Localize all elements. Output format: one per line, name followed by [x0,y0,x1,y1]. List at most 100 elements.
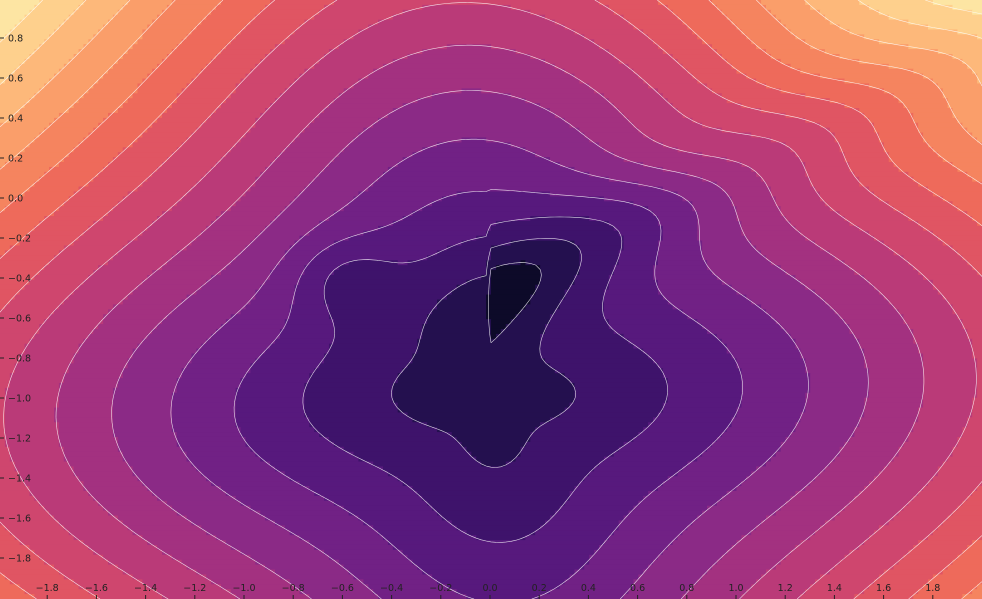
contour-band-cell [373,461,482,468]
contour-band-cell [333,441,463,448]
contour-band-cell [937,466,982,472]
contour-band-cell [255,358,325,364]
contour-band-cell [795,544,860,551]
contour-band-cell [78,4,124,11]
contour-band-cell [0,191,26,197]
contour-band-cell [289,142,350,148]
contour-band-cell [78,98,129,104]
contour-band-cell [127,294,188,301]
contour-band-cell [731,19,782,26]
contour-band-cell [741,594,801,599]
contour-band-cell [152,19,202,26]
contour-band-cell [505,324,546,330]
contour-band-cell [299,481,404,487]
contour-band-cell [436,304,487,310]
y-axis: 0.80.60.40.20.0−0.2−0.4−0.6−0.8−1.0−1.2−… [0,34,31,565]
contour-band-cell [878,289,939,296]
contour-band-cell [260,230,310,237]
contour-band-cell [878,574,934,580]
contour-band-cell [662,368,743,374]
contour-band-cell [608,284,659,291]
contour-band-cell [34,333,89,340]
contour-band-cell [844,78,934,85]
contour-band-cell [294,284,325,291]
contour-band-cell [98,171,153,178]
contour-band-cell [736,211,782,217]
contour-band-cell [103,73,148,80]
contour-band-cell [741,368,806,374]
x-tick-label: 0.4 [581,583,596,594]
contour-band-cell [328,436,458,443]
contour-band-cell [770,260,846,266]
contour-band-cell [0,525,6,531]
contour-band-cell [810,176,860,183]
contour-band-cell [623,14,679,21]
contour-band-cell [137,88,183,94]
contour-band-cell [456,436,531,443]
contour-band-cell [844,260,909,266]
contour-band-cell [328,103,404,109]
contour-band-cell [486,314,517,320]
contour-band-cell [422,49,517,55]
contour-band-cell [726,14,777,21]
contour-band-cell [196,289,256,296]
contour-band-cell [235,392,306,399]
contour-band-cell [756,78,846,85]
contour-band-cell [132,466,197,472]
contour-band-cell [265,166,325,173]
contour-band-cell [869,279,934,286]
contour-band-cell [967,417,982,423]
contour-band-cell [711,564,777,571]
contour-band-cell [88,333,148,340]
contour-band-cell [711,441,782,448]
contour-band-cell [795,427,855,433]
contour-band-cell [348,260,399,266]
contour-band-cell [834,309,900,315]
contour-band-cell [343,147,423,153]
contour-band-cell [741,162,806,168]
contour-band-cell [162,265,227,271]
contour-band-cell [314,544,394,551]
contour-band-cell [191,186,252,193]
contour-band-cell [893,515,949,522]
contour-band-cell [73,535,143,541]
contour-band-cell [574,240,625,247]
contour-band-cell [829,98,900,104]
contour-band-cell [137,83,188,89]
contour-band-cell [0,93,35,99]
contour-band-cell [942,93,982,99]
contour-band-cell [186,137,242,143]
contour-band-cell [201,176,256,183]
contour-band-cell [333,211,414,217]
contour-band-cell [328,245,448,251]
contour-band-cell [324,4,423,11]
contour-band-cell [117,515,188,522]
contour-band-cell [667,299,752,306]
contour-band-cell [122,456,188,463]
contour-band-cell [402,216,531,222]
contour-band-cell [196,24,247,31]
contour-band-cell [618,250,659,256]
contour-band-cell [869,584,924,590]
contour-band-cell [790,432,855,438]
contour-band-cell [166,500,242,507]
contour-band-cell [402,9,531,16]
contour-band-cell [19,152,70,158]
contour-band-cell [417,490,571,497]
contour-band-cell [0,500,40,507]
contour-band-cell [839,142,885,148]
contour-band-cell [162,319,227,325]
contour-band-cell [147,540,227,546]
contour-band-cell [270,162,330,168]
contour-band-cell [304,127,364,134]
contour-band-cell [0,49,35,55]
contour-band-cell [402,103,541,109]
contour-band-cell [878,137,924,143]
contour-band-cell [54,211,109,217]
contour-band-cell [4,417,55,423]
contour-band-cell [112,412,173,418]
contour-band-cell [83,137,139,143]
y-tick-label: −0.8 [8,354,31,365]
x-tick-label: 1.4 [827,583,842,594]
contour-band-cell [348,235,477,242]
